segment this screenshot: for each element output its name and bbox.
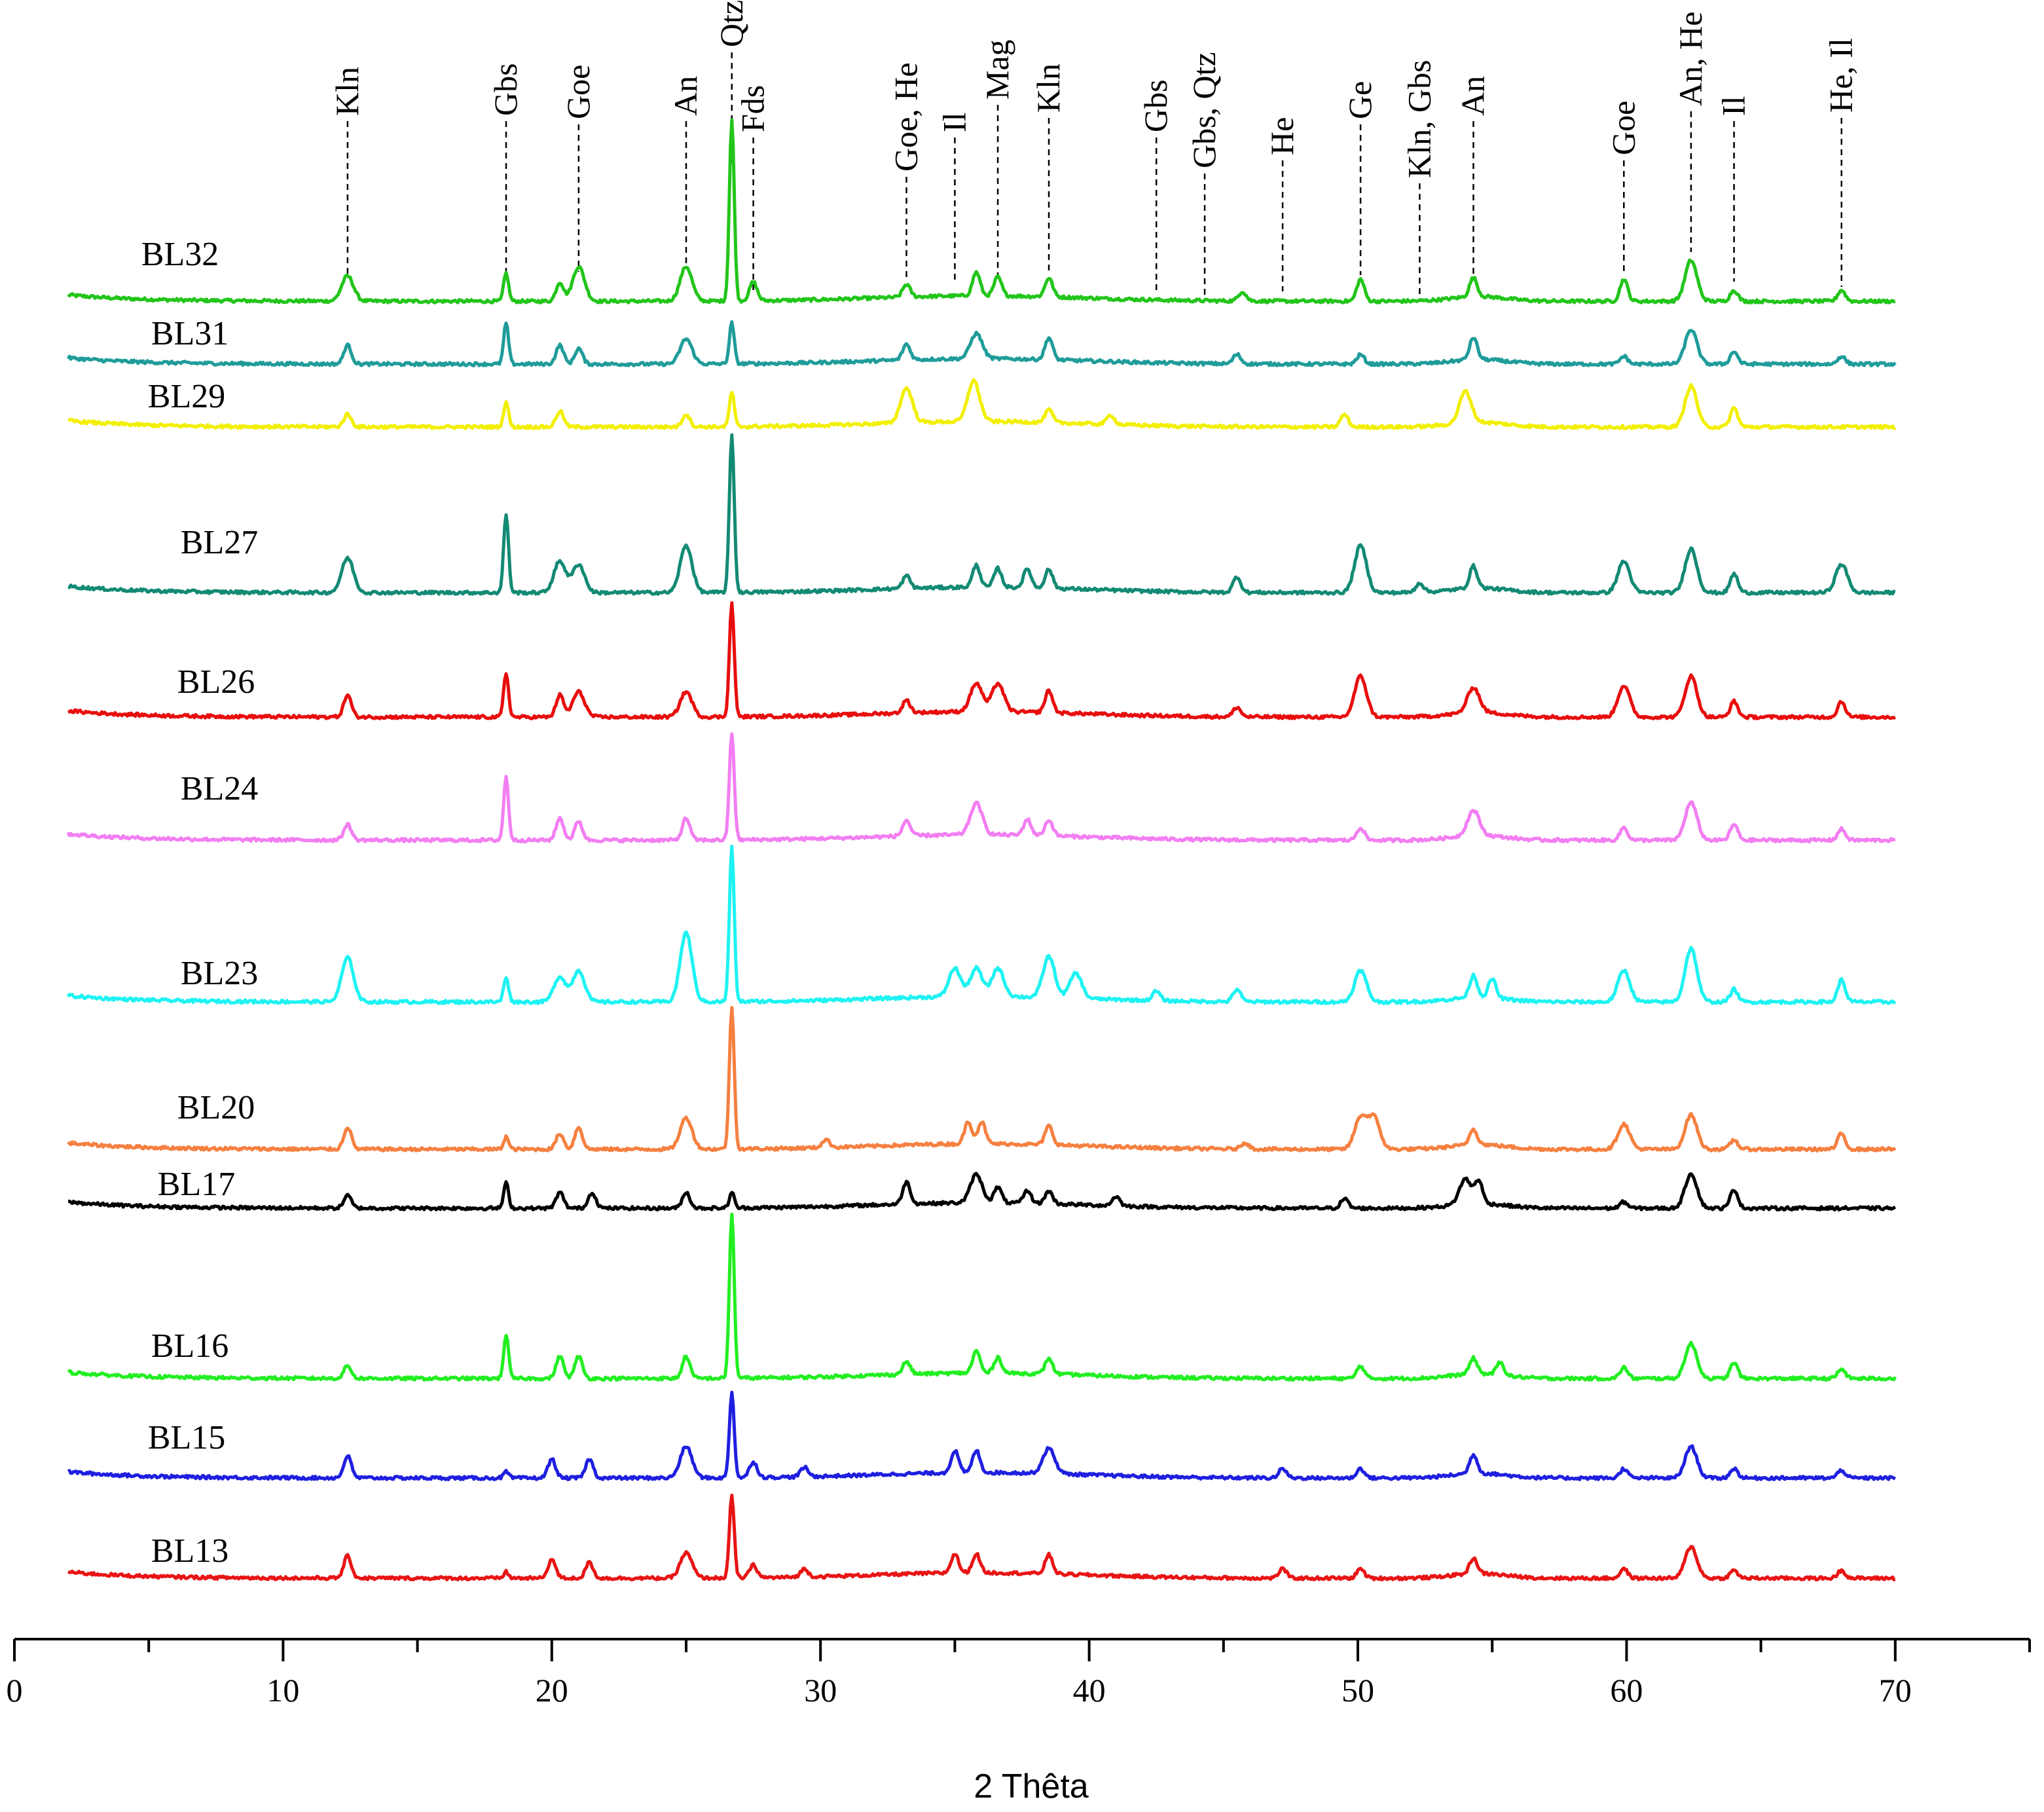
peak-label-2: Goe (560, 65, 596, 119)
peak-label-9: Kln (1030, 64, 1067, 113)
series-line-bl27 (67, 433, 1896, 596)
peak-label-1: Gbs (487, 63, 524, 116)
series-label-bl29: BL29 (148, 378, 225, 415)
series-label-bl13: BL13 (151, 1532, 228, 1570)
peak-label-13: Ge (1341, 81, 1378, 119)
peak-label-12: He (1264, 117, 1300, 155)
x-tick-label-70: 70 (1879, 1672, 1912, 1709)
peak-label-14: Kln, Gbs (1400, 60, 1437, 178)
peak-label-7: Il (936, 112, 972, 132)
x-tick-label-50: 50 (1341, 1672, 1374, 1709)
series-line-bl15 (67, 1390, 1897, 1481)
x-axis-title: 2 Thêta (974, 1767, 1088, 1805)
peak-label-18: Il (1715, 96, 1752, 116)
series-line-bl29 (67, 378, 1897, 430)
series-line-bl20 (67, 1006, 1897, 1153)
x-tick-label-20: 20 (536, 1672, 568, 1709)
series-label-bl20: BL20 (177, 1089, 255, 1126)
peak-label-17: An, He (1672, 12, 1709, 106)
series-line-bl13 (67, 1493, 1896, 1581)
peak-label-0: Kln (329, 67, 365, 116)
x-tick-label-10: 10 (266, 1672, 299, 1709)
series-label-bl27: BL27 (181, 524, 258, 561)
series-line-bl17 (67, 1172, 1897, 1211)
x-tick-label-30: 30 (804, 1672, 837, 1709)
series-label-bl17: BL17 (158, 1166, 235, 1203)
peak-label-5: Fds (735, 85, 771, 132)
series-line-bl26 (67, 601, 1896, 720)
x-tick-label-40: 40 (1073, 1672, 1106, 1709)
peak-label-15: An (1454, 76, 1491, 116)
series-line-bl23 (66, 845, 1897, 1005)
peak-label-6: Goe, He (888, 62, 924, 172)
peak-label-16: Goe (1605, 101, 1641, 155)
peak-label-3: An (667, 76, 704, 116)
peak-label-11: Gbs, Qtz (1186, 52, 1222, 168)
series-line-bl16 (67, 1212, 1897, 1382)
series-line-bl31 (66, 320, 1897, 367)
peak-label-19: He, Il (1823, 38, 1859, 113)
x-tick-label-0: 0 (7, 1672, 23, 1709)
series-line-bl32 (67, 118, 1896, 305)
series-label-bl26: BL26 (177, 663, 255, 701)
peak-label-4: Qtz (713, 0, 750, 47)
series-group: BL32 BL31 BL29 BL27 BL26 BL24 BL23 BL20 BL17 BL16… (66, 118, 1897, 1581)
series-label-bl31: BL31 (151, 315, 228, 352)
series-label-bl24: BL24 (181, 770, 258, 807)
series-label-bl23: BL23 (181, 955, 258, 992)
x-tick-label-60: 60 (1610, 1672, 1643, 1709)
peak-label-10: Gbs (1137, 79, 1174, 132)
series-label-bl16: BL16 (151, 1327, 228, 1365)
series-line-bl24 (66, 732, 1896, 843)
series-label-bl32: BL32 (141, 236, 219, 273)
peak-label-8: Mag (979, 39, 1015, 100)
x-axis: 0 10 20 30 40 50 60 70 (7, 1638, 2031, 1709)
series-label-bl15: BL15 (148, 1419, 225, 1456)
